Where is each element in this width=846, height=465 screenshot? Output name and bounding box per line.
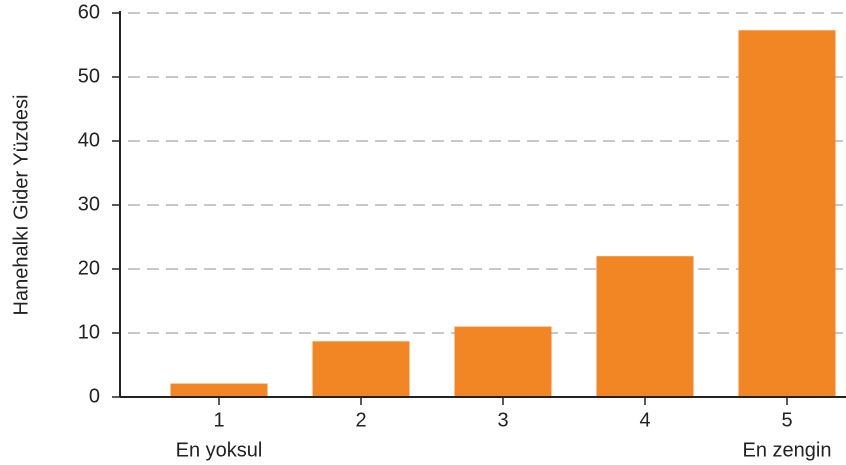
y-tick-label: 40	[78, 129, 100, 151]
x-tick-label: 5	[781, 409, 792, 431]
bar	[312, 341, 410, 397]
y-tick-label: 30	[78, 193, 100, 215]
bar	[738, 30, 836, 398]
y-tick-label: 0	[89, 385, 100, 407]
x-tick-sublabel: En yoksul	[176, 439, 263, 461]
x-tick-label: 1	[213, 409, 224, 431]
y-axis-label: Hanehalkı Gider Yüzdesi	[10, 95, 32, 316]
bar	[596, 256, 694, 397]
x-tick-sublabel: En zengin	[743, 439, 832, 461]
y-tick-label: 50	[78, 65, 100, 87]
y-tick-label: 20	[78, 257, 100, 279]
bar	[454, 326, 552, 397]
y-tick-label: 10	[78, 321, 100, 343]
y-tick-label: 60	[78, 1, 100, 23]
bar	[170, 383, 268, 397]
x-tick-label: 4	[639, 409, 650, 431]
x-tick-label: 3	[497, 409, 508, 431]
x-tick-label: 2	[355, 409, 366, 431]
